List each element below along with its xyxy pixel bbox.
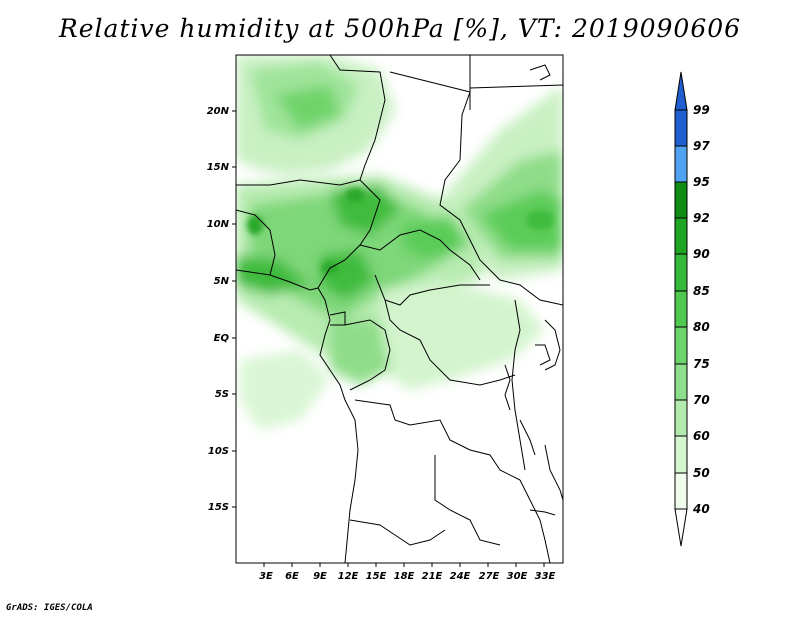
lat-label: 5S [215,389,229,400]
colorbar-box [674,472,688,510]
colorbar: 99 97 95 92 90 85 80 75 70 60 50 40 [674,71,710,547]
colorbar-box [674,435,688,474]
colorbar-label: 97 [693,139,710,153]
lon-label: 15E [366,571,387,582]
map-frame [235,54,564,564]
colorbar-label: 99 [693,103,710,117]
lon-label: 27E [479,571,500,582]
lat-label: 10S [208,446,229,457]
colorbar-box [674,109,688,147]
colorbar-box [674,145,688,183]
lon-label: 9E [313,571,327,582]
colorbar-box [674,326,688,365]
lon-label: 6E [285,571,299,582]
colorbar-label: 95 [693,175,710,189]
lon-label: 12E [338,571,359,582]
colorbar-box [674,290,688,328]
lat-label: 20N [207,106,230,117]
country-borders [236,55,563,563]
lon-label: 33E [535,571,556,582]
lon-label: 3E [259,571,273,582]
colorbar-under-arrow [674,508,688,547]
lon-label: 30E [507,571,528,582]
colorbar-label: 70 [693,393,710,407]
colorbar-box [674,181,688,219]
colorbar-label: 85 [693,284,710,298]
lat-label: EQ [214,333,230,344]
lat-label: 15N [207,162,230,173]
lat-label: 15S [208,502,229,513]
lon-label: 21E [422,571,443,582]
colorbar-label: 60 [693,429,710,443]
colorbar-box [674,399,688,437]
colorbar-label: 92 [693,211,710,225]
colorbar-box [674,217,688,255]
colorbar-label: 75 [693,357,710,371]
colorbar-label: 80 [693,320,710,334]
lat-labels: 20N 15N 10N 5N EQ 5S 10S 15S [207,106,230,513]
colorbar-box [674,253,688,292]
lon-label: 24E [450,571,471,582]
lat-label: 10N [207,219,230,230]
lon-labels: 3E 6E 9E 12E 15E 18E 21E 24E 27E 30E 33E [259,571,555,582]
humidity-shading [236,55,563,430]
lat-axis [232,110,236,508]
colorbar-label: 90 [693,247,710,261]
colorbar-box [674,363,688,401]
lon-axis [263,563,545,567]
colorbar-label: 50 [693,466,710,480]
map-title: Relative humidity at 500hPa [%], VT: 201… [58,14,742,43]
lon-label: 18E [394,571,415,582]
lat-label: 5N [214,276,230,287]
credit-text: GrADS: IGES/COLA [6,603,93,613]
colorbar-label: 40 [692,502,710,516]
colorbar-over-arrow [674,71,688,111]
